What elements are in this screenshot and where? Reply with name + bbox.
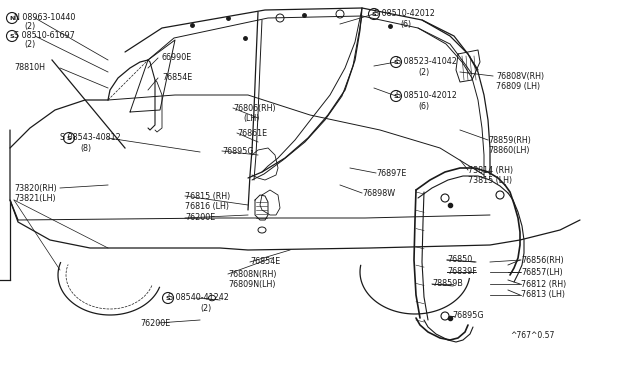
Text: 76806(RH): 76806(RH) <box>233 103 276 112</box>
Text: 76895G: 76895G <box>452 311 484 321</box>
Text: (2): (2) <box>418 67 429 77</box>
Text: S 08523-41042: S 08523-41042 <box>396 58 457 67</box>
Text: (6): (6) <box>400 19 411 29</box>
Text: 66990E: 66990E <box>162 54 192 62</box>
Text: S 08510-42012: S 08510-42012 <box>396 92 457 100</box>
Text: 76898W: 76898W <box>362 189 395 198</box>
Text: 76857(LH): 76857(LH) <box>521 267 563 276</box>
Text: 76815 (RH): 76815 (RH) <box>185 192 230 201</box>
Text: S: S <box>67 135 71 141</box>
Text: (2): (2) <box>24 41 35 49</box>
Text: 76854E: 76854E <box>162 74 192 83</box>
Text: 76200E: 76200E <box>185 214 215 222</box>
Text: 76850: 76850 <box>447 256 472 264</box>
Text: 76809N(LH): 76809N(LH) <box>228 279 275 289</box>
Text: N 08963-10440: N 08963-10440 <box>14 13 76 22</box>
Text: 73820(RH): 73820(RH) <box>14 183 57 192</box>
Text: 76808V(RH): 76808V(RH) <box>496 71 544 80</box>
Text: (8): (8) <box>80 144 91 153</box>
Text: 73821(LH): 73821(LH) <box>14 193 56 202</box>
Text: 78859B: 78859B <box>432 279 463 289</box>
Text: 76812 (RH): 76812 (RH) <box>521 279 566 289</box>
Text: 78860(LH): 78860(LH) <box>488 145 529 154</box>
Text: (2): (2) <box>200 304 211 312</box>
Text: S 08510-42012: S 08510-42012 <box>374 10 435 19</box>
Text: 76808N(RH): 76808N(RH) <box>228 269 276 279</box>
Text: S: S <box>166 295 170 301</box>
Text: (6): (6) <box>418 102 429 110</box>
Text: 76200E: 76200E <box>140 318 170 327</box>
Text: S: S <box>394 93 398 99</box>
Text: 76854E: 76854E <box>250 257 280 266</box>
Text: 76813 (LH): 76813 (LH) <box>521 291 565 299</box>
Text: S 08510-61697: S 08510-61697 <box>14 32 75 41</box>
Text: S: S <box>394 60 398 64</box>
Text: S: S <box>10 33 14 38</box>
Text: N: N <box>10 16 15 20</box>
Text: ^767^0.57: ^767^0.57 <box>510 331 554 340</box>
Text: (LH): (LH) <box>243 113 259 122</box>
Text: 76895G: 76895G <box>222 147 253 155</box>
Text: S: S <box>372 12 376 16</box>
Text: 76816 (LH): 76816 (LH) <box>185 202 229 211</box>
Text: 76861E: 76861E <box>237 128 267 138</box>
Text: 76856(RH): 76856(RH) <box>521 256 564 264</box>
Text: 78810H: 78810H <box>14 64 45 73</box>
Text: 76809 (LH): 76809 (LH) <box>496 81 540 90</box>
Text: S 08540-41242: S 08540-41242 <box>168 294 229 302</box>
Text: 73814 (RH): 73814 (RH) <box>468 166 513 174</box>
Text: S 08543-40812: S 08543-40812 <box>60 134 121 142</box>
Text: (2): (2) <box>24 22 35 32</box>
Text: 76897E: 76897E <box>376 169 406 177</box>
Text: 78859(RH): 78859(RH) <box>488 135 531 144</box>
Text: 73815 (LH): 73815 (LH) <box>468 176 512 185</box>
Text: 76839F: 76839F <box>447 267 477 276</box>
